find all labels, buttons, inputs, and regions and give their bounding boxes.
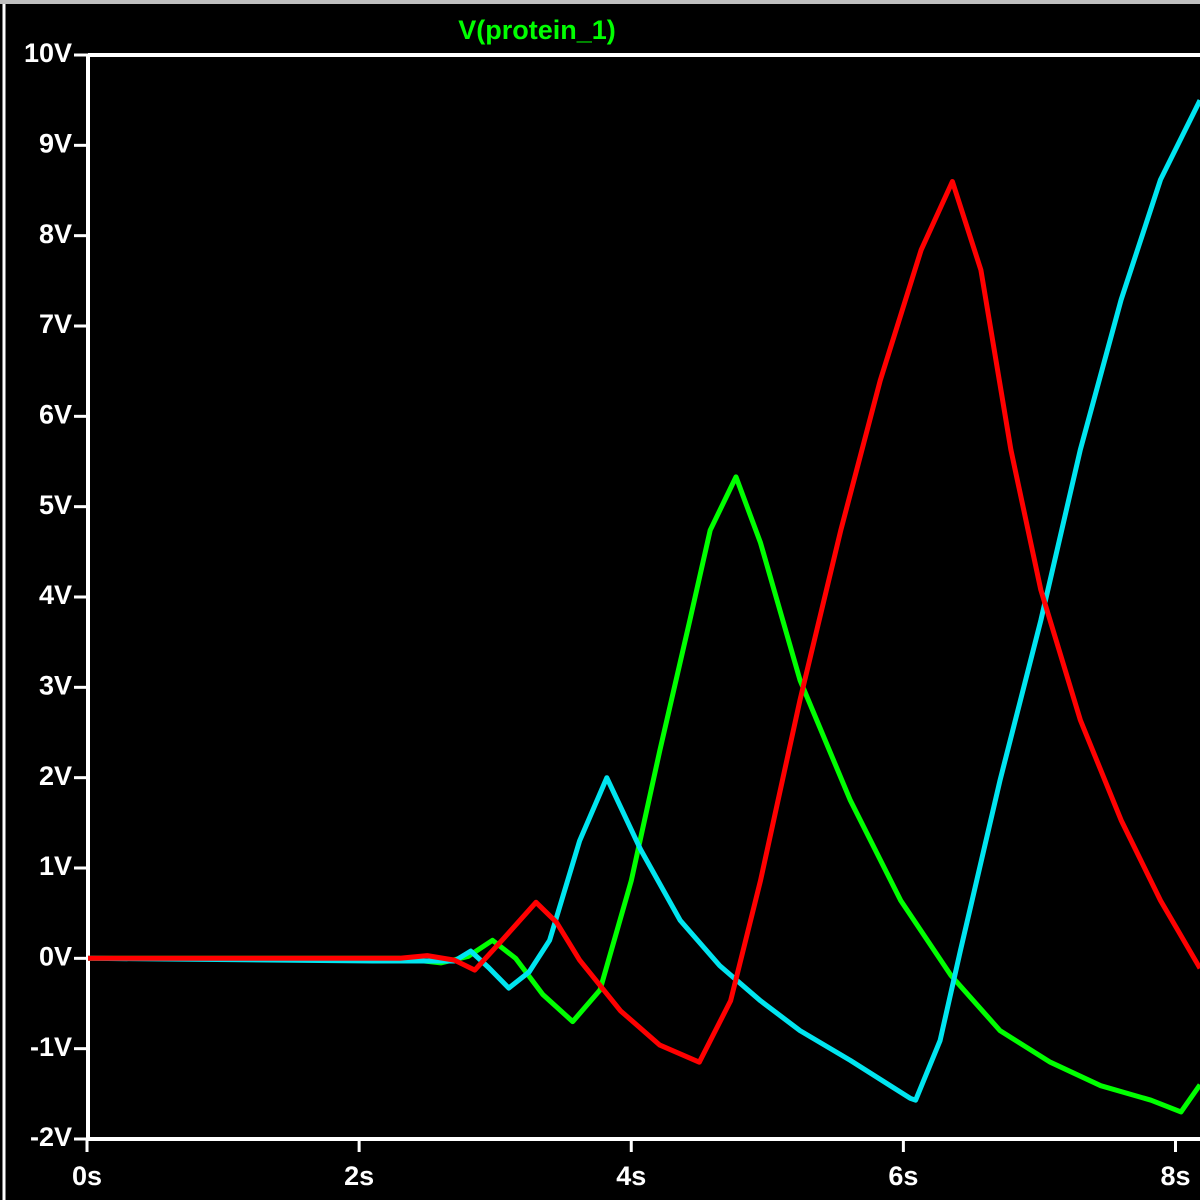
x-tick-label: 0s <box>72 1161 102 1191</box>
x-tick-label: 8s <box>1160 1161 1190 1191</box>
window-edge <box>0 0 1200 4</box>
y-tick-label: -1V <box>30 1032 72 1062</box>
y-tick-label: 0V <box>39 941 72 971</box>
x-tick-label: 6s <box>888 1161 918 1191</box>
y-tick-label: 7V <box>39 309 72 339</box>
y-tick-label: 10V <box>24 38 72 68</box>
y-tick-label: 5V <box>39 490 72 520</box>
trace <box>88 474 1200 1115</box>
trace <box>88 179 1200 1065</box>
x-tick-label: 4s <box>616 1161 646 1191</box>
y-tick-label: 6V <box>39 399 72 429</box>
y-tick-label: 3V <box>39 670 72 700</box>
traces <box>88 99 1200 1115</box>
y-tick-label: -2V <box>30 1122 72 1152</box>
y-tick-label: 9V <box>39 128 72 158</box>
y-tick-label: 2V <box>39 761 72 791</box>
y-tick-label: 4V <box>39 580 72 610</box>
trace <box>88 99 1200 1103</box>
y-tick-label: 1V <box>39 851 72 881</box>
x-tick-label: 2s <box>344 1161 374 1191</box>
y-tick-label: 8V <box>39 219 72 249</box>
trace-label: V(protein_1) <box>458 15 616 45</box>
